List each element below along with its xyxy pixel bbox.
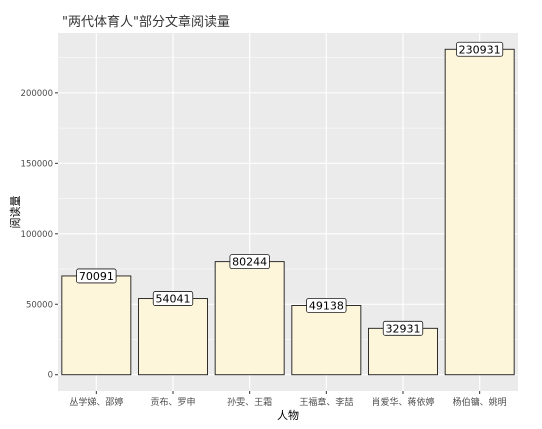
chart-title: "两代体育人"部分文章阅读量 xyxy=(62,15,230,30)
bar xyxy=(138,298,208,376)
x-axis: 丛学娣、邵婷 贡布、罗申 孙雯、王霜 王福章、李喆 肖爱华、蒋依婷 杨伯镛、姚明 xyxy=(69,391,507,408)
y-tick-label: 0 xyxy=(48,371,53,381)
data-label: 230931 xyxy=(459,43,501,56)
y-tick-label: 200000 xyxy=(21,89,53,99)
bar xyxy=(291,305,362,376)
bar xyxy=(368,327,438,376)
bar xyxy=(61,275,132,376)
x-tick-label: 贡布、罗申 xyxy=(150,396,195,408)
x-tick-label: 杨伯镛、姚明 xyxy=(453,396,507,408)
data-label-box xyxy=(76,268,117,284)
data-labels: 70091 54041 80244 49138 32931 230931 xyxy=(76,41,504,336)
data-label: 70091 xyxy=(79,270,114,283)
bar xyxy=(444,48,515,376)
data-label: 49138 xyxy=(309,299,344,312)
data-label: 80244 xyxy=(232,256,267,269)
x-tick-label: 丛学娣、邵婷 xyxy=(69,396,123,408)
x-axis-title: 人物 xyxy=(277,408,299,422)
bars xyxy=(61,48,515,376)
y-axis-title: 阅读量 xyxy=(8,196,22,229)
data-label-box xyxy=(456,41,504,57)
y-tick-label: 150000 xyxy=(21,159,53,169)
data-label: 54041 xyxy=(156,293,191,306)
data-label-box xyxy=(229,254,270,270)
x-tick-label: 肖爱华、蒋依婷 xyxy=(371,396,434,408)
data-label-box xyxy=(152,291,194,306)
x-tick-label: 孙雯、王霜 xyxy=(227,396,272,408)
data-label: 32931 xyxy=(386,322,421,335)
x-tick-label: 王福章、李喆 xyxy=(299,396,353,408)
bar xyxy=(214,261,285,376)
y-tick-label: 50000 xyxy=(26,300,53,310)
data-label-box xyxy=(382,320,424,336)
data-label-box xyxy=(306,298,347,313)
minor-gridlines xyxy=(58,57,518,340)
y-tick-label: 100000 xyxy=(21,230,53,240)
y-axis: 0 50000 100000 150000 200000 xyxy=(21,89,58,381)
